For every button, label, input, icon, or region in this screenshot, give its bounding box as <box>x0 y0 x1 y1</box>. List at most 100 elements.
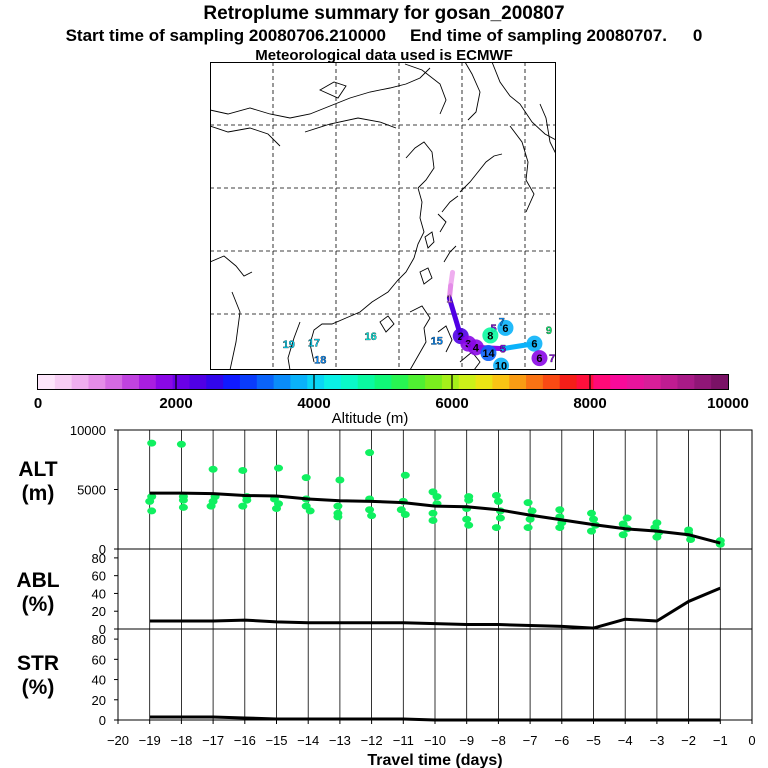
cluster-label: 16 <box>365 331 377 343</box>
alt-scatter-point <box>652 533 662 541</box>
colorbar-tick-label: 8000 <box>573 395 606 412</box>
alt-scatter-point <box>622 514 632 522</box>
colorbar-cell <box>38 375 56 389</box>
cluster-label: 7 <box>549 353 555 365</box>
x-tick-label: −16 <box>234 733 256 748</box>
colorbar-cell <box>475 375 493 389</box>
alt-scatter-point <box>365 449 375 457</box>
trajectory-map: 123455666778910141516171819 <box>210 62 556 370</box>
alt-scatter-point <box>147 439 157 447</box>
colorbar-cell <box>660 375 679 389</box>
cluster-marker <box>480 345 497 362</box>
str-ytick-label: 20 <box>92 693 106 708</box>
coastlines <box>210 62 556 370</box>
x-tick-label: −2 <box>681 733 696 748</box>
cluster-marker <box>493 357 510 370</box>
cluster-label: 17 <box>308 337 320 349</box>
colorbar-cell <box>610 375 628 389</box>
altitude-colorbar: 0 2000 4000 6000 8000 10000 Altitude (m) <box>34 374 749 427</box>
chart-title: Retroplume summary for gosan_200807 <box>203 3 565 24</box>
cluster-label: 5 <box>500 344 506 356</box>
cluster-label: 19 <box>283 339 295 351</box>
colorbar-cell <box>492 375 510 389</box>
colorbar-cell <box>71 375 89 389</box>
alt-scatter-point <box>464 521 474 529</box>
abl-ytick-label: 20 <box>92 604 106 619</box>
cluster-label: 6 <box>536 353 542 365</box>
colorbar-cell <box>189 375 207 389</box>
alt-scatter-point <box>301 474 311 482</box>
alt-scatter-point <box>242 496 252 504</box>
cluster-marker <box>467 339 484 356</box>
alt-scatter-point <box>555 524 565 532</box>
str-ylabel-unit: (%) <box>22 676 55 699</box>
alt-scatter-point <box>462 515 472 523</box>
colorbar-cell <box>357 375 376 389</box>
alt-ytick-label: 5000 <box>77 483 106 498</box>
map-gridlines <box>210 62 556 370</box>
x-tick-label: −14 <box>297 733 319 748</box>
alt-scatter-point <box>145 497 155 505</box>
cluster-label: 2 <box>458 331 464 343</box>
cluster-marker <box>497 319 514 336</box>
colorbar-cell <box>559 375 578 389</box>
alt-scatter-point <box>527 507 537 515</box>
colorbar-tick-label: 2000 <box>159 395 192 412</box>
str-ylabel: STR <box>17 652 59 675</box>
colorbar-cell <box>273 375 291 389</box>
x-tick-label: −18 <box>170 733 192 748</box>
colorbar-cell <box>122 375 140 389</box>
alt-scatter-point <box>491 524 501 532</box>
x-tick-label: −19 <box>139 733 161 748</box>
x-tick-label: −13 <box>329 733 351 748</box>
sampling-times: Start time of sampling 20080706.210000 En… <box>0 26 768 46</box>
abl-ylabel: ABL <box>16 569 59 592</box>
str-ytick-label: 0 <box>99 713 106 728</box>
alt-scatter-point <box>618 531 628 539</box>
colorbar-cell <box>643 375 662 389</box>
x-tick-label: −3 <box>649 733 664 748</box>
cluster-marker <box>482 327 499 344</box>
abl-panel: 0 20 40 60 80 ABL(%) <box>16 548 753 637</box>
str-ytick-label: 40 <box>92 673 106 688</box>
str-ytick-label: 60 <box>92 652 106 667</box>
colorbar-cell <box>172 375 190 389</box>
colorbar-cell <box>593 375 611 389</box>
colorbar-cell <box>206 375 224 389</box>
colorbar-cell <box>391 375 409 389</box>
alt-scatter-point <box>365 506 375 514</box>
start-time-label: Start time of sampling 20080706.210000 <box>65 26 386 45</box>
cluster-marker <box>531 350 548 367</box>
colorbar-cell <box>239 375 258 389</box>
cluster-label: 10 <box>495 361 507 370</box>
alt-scatter-point <box>335 476 345 484</box>
x-tick-label: −10 <box>424 733 446 748</box>
cluster-label: 1 <box>446 293 452 305</box>
alt-scatter-point <box>272 505 281 513</box>
cluster-label: 15 <box>431 335 443 347</box>
alt-scatter-point <box>333 513 343 521</box>
met-data-label: Meteorological data used is ECMWF <box>255 47 513 64</box>
end-time-value: 0 <box>692 26 703 45</box>
x-tick-label: 0 <box>748 733 755 748</box>
colorbar-cell <box>374 375 392 389</box>
x-tick-label: −15 <box>265 733 287 748</box>
colorbar-tick-label: 0 <box>34 395 42 412</box>
alt-panel: 0 5000 10000 ALT(m) <box>18 423 753 557</box>
colorbar-cell <box>509 375 527 389</box>
alt-scatter-point <box>238 466 248 474</box>
alt-scatter-point <box>587 527 596 535</box>
alt-ytick-label: 10000 <box>70 423 106 438</box>
colorbar-cell <box>138 375 157 389</box>
colorbar-cell <box>54 375 73 389</box>
cluster-label: 9 <box>546 325 552 337</box>
colorbar-cell <box>677 375 695 389</box>
alt-scatter-point <box>525 515 535 523</box>
cluster-label: 3 <box>465 339 471 351</box>
colorbar-cell <box>627 375 645 389</box>
alt-scatter-point <box>178 503 188 511</box>
colorbar-cell <box>441 375 460 389</box>
colorbar-tick-label: 4000 <box>297 395 330 412</box>
colorbar-cell <box>105 375 123 389</box>
colorbar-cell <box>307 375 325 389</box>
